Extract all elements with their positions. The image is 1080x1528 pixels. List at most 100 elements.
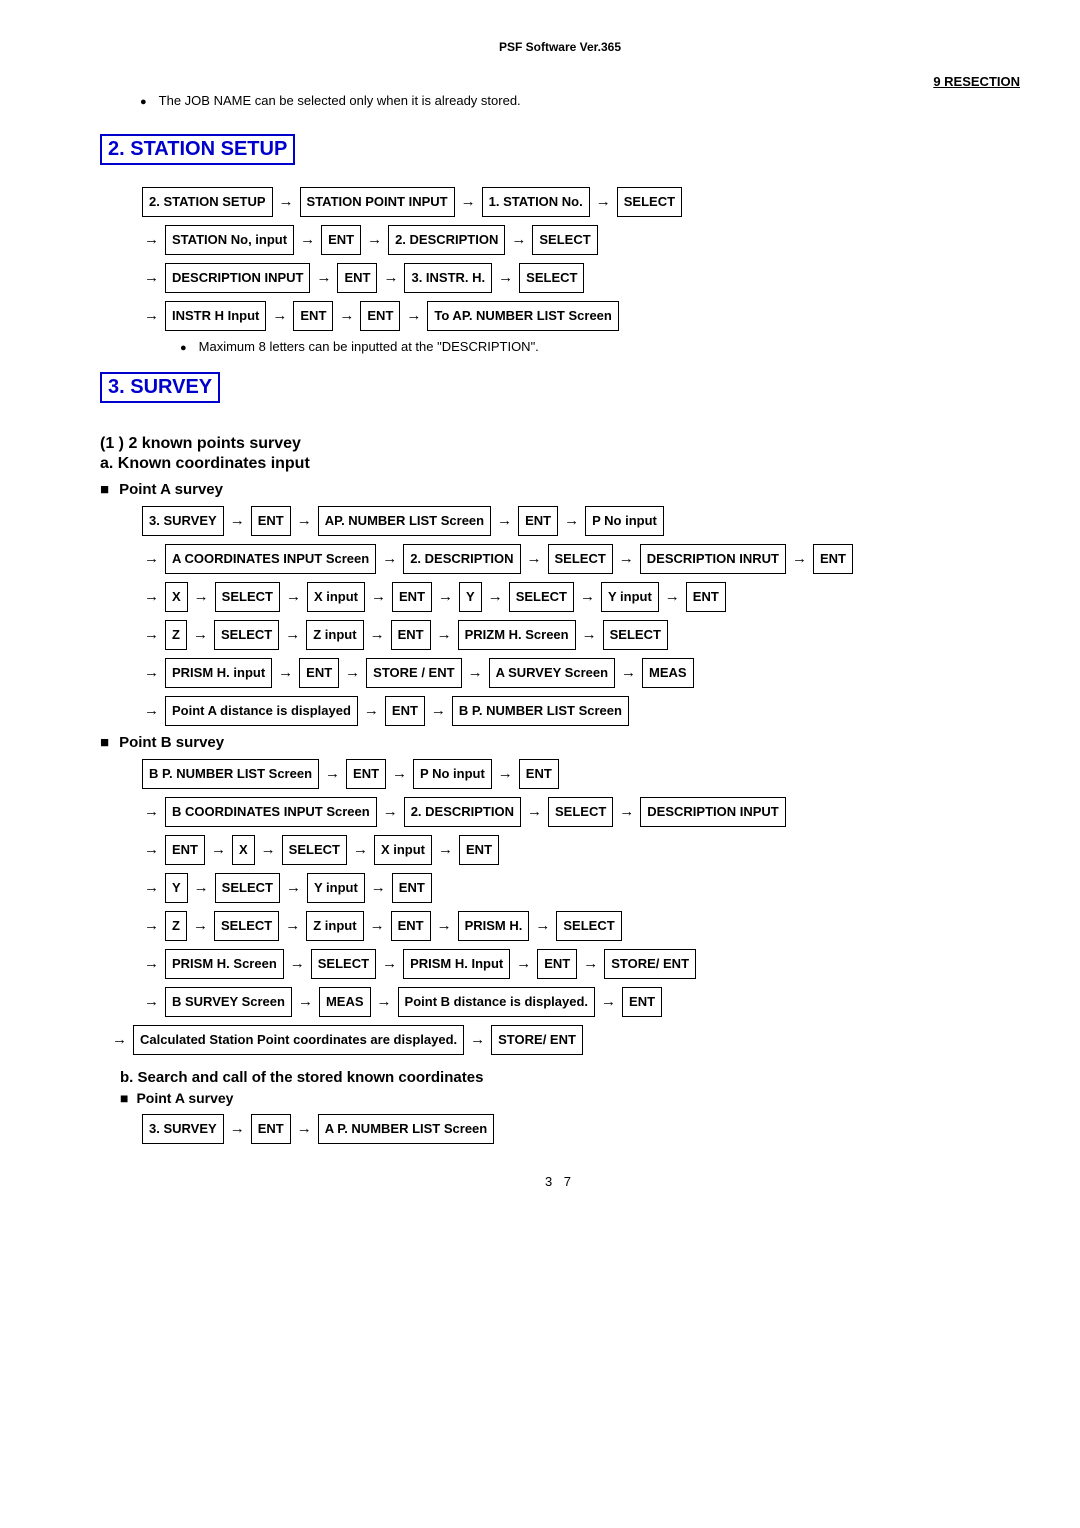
arrow-icon: → — [601, 993, 616, 1010]
arrow-icon: → — [300, 231, 315, 248]
step-box: DESCRIPTION INRUT — [640, 544, 786, 574]
step-box: X input — [374, 835, 432, 865]
step-box: STORE/ ENT — [491, 1025, 583, 1055]
step-box: 2. DESCRIPTION — [404, 797, 521, 827]
arrow-icon: → — [382, 550, 397, 567]
arrow-icon: → — [230, 512, 245, 529]
arrow-icon: → — [316, 269, 331, 286]
step-box: SELECT — [548, 544, 613, 574]
step-box: SELECT — [519, 263, 584, 293]
arrow-icon: → — [370, 626, 385, 643]
arrow-icon: → — [353, 841, 368, 858]
step-box: 2. DESCRIPTION — [403, 544, 520, 574]
arrow-icon: → — [511, 231, 526, 248]
sub-heading-b: b. Search and call of the stored known c… — [120, 1069, 1020, 1086]
step-box: ENT — [391, 620, 431, 650]
point-b-heading: Point B survey — [100, 734, 1020, 751]
step-box: PRISM H. Screen — [165, 949, 284, 979]
arrow-icon: → — [535, 917, 550, 934]
step-box: PRISM H. Input — [403, 949, 510, 979]
arrow-icon: → — [382, 955, 397, 972]
step-box: SELECT — [603, 620, 668, 650]
intro-text: The JOB NAME can be selected only when i… — [140, 93, 1020, 108]
step-box: Z input — [306, 911, 363, 941]
arrow-icon: → — [144, 269, 159, 286]
step-box: Z — [165, 911, 187, 941]
arrow-icon: → — [144, 879, 159, 896]
arrow-icon: → — [339, 307, 354, 324]
sub-heading-a: a. Known coordinates input — [100, 455, 1020, 473]
arrow-icon: → — [371, 879, 386, 896]
arrow-icon: → — [431, 702, 446, 719]
flow-line: →A COORDINATES INPUT Screen→2. DESCRIPTI… — [140, 544, 1020, 574]
step-box: 2. STATION SETUP — [142, 187, 273, 217]
step-box: AP. NUMBER LIST Screen — [318, 506, 491, 536]
section-2-title: 2. STATION SETUP — [100, 134, 295, 165]
arrow-icon: → — [383, 269, 398, 286]
flow-line: →Calculated Station Point coordinates ar… — [108, 1025, 1020, 1055]
arrow-icon: → — [345, 664, 360, 681]
section-ref: 9 RESECTION — [100, 74, 1020, 89]
step-box: PRISM H. — [458, 911, 530, 941]
flow-line: 3. SURVEY→ENT→A P. NUMBER LIST Screen — [140, 1114, 1020, 1144]
step-box: Y input — [307, 873, 365, 903]
b-point-a-heading: Point A survey — [120, 1090, 1020, 1106]
step-box: 3. SURVEY — [142, 1114, 224, 1144]
arrow-icon: → — [488, 588, 503, 605]
arrow-icon: → — [290, 955, 305, 972]
arrow-icon: → — [285, 626, 300, 643]
arrow-icon: → — [272, 307, 287, 324]
step-box: 3. INSTR. H. — [404, 263, 492, 293]
arrow-icon: → — [392, 765, 407, 782]
step-box: SELECT — [215, 873, 280, 903]
flow-line: →Z→SELECT→Z input→ENT→PRISM H.→SELECT — [140, 911, 1020, 941]
step-box: 2. DESCRIPTION — [388, 225, 505, 255]
step-box: ENT — [537, 949, 577, 979]
flow-line: →PRISM H. input→ENT→STORE / ENT→A SURVEY… — [140, 658, 1020, 688]
step-box: SELECT — [532, 225, 597, 255]
step-box: ENT — [518, 506, 558, 536]
step-box: Z input — [306, 620, 363, 650]
step-box: STORE/ ENT — [604, 949, 696, 979]
arrow-icon: → — [144, 955, 159, 972]
step-box: SELECT — [214, 620, 279, 650]
arrow-icon: → — [370, 917, 385, 934]
arrow-icon: → — [792, 550, 807, 567]
arrow-icon: → — [580, 588, 595, 605]
arrow-icon: → — [596, 193, 611, 210]
arrow-icon: → — [437, 917, 452, 934]
step-box: PRISM H. input — [165, 658, 272, 688]
step-box: Y — [165, 873, 188, 903]
step-box: SELECT — [617, 187, 682, 217]
step-box: ENT — [385, 696, 425, 726]
flow-line: →Point A distance is displayed→ENT→B P. … — [140, 696, 1020, 726]
arrow-icon: → — [194, 588, 209, 605]
arrow-icon: → — [285, 917, 300, 934]
arrow-icon: → — [468, 664, 483, 681]
step-box: INSTR H Input — [165, 301, 266, 331]
step-box: Point B distance is displayed. — [398, 987, 596, 1017]
step-box: Point A distance is displayed — [165, 696, 358, 726]
step-box: To AP. NUMBER LIST Screen — [427, 301, 618, 331]
arrow-icon: → — [582, 626, 597, 643]
arrow-icon: → — [297, 1120, 312, 1137]
step-box: ENT — [622, 987, 662, 1017]
arrow-icon: → — [144, 664, 159, 681]
step-box: SELECT — [556, 911, 621, 941]
arrow-icon: → — [367, 231, 382, 248]
step-box: X — [165, 582, 188, 612]
arrow-icon: → — [144, 841, 159, 858]
step-box: STATION No, input — [165, 225, 294, 255]
step-box: A P. NUMBER LIST Screen — [318, 1114, 495, 1144]
flow-line: →STATION No, input→ENT→2. DESCRIPTION→SE… — [140, 225, 1020, 255]
flow-line: B P. NUMBER LIST Screen→ENT→P No input→E… — [140, 759, 1020, 789]
flow-line: →PRISM H. Screen→SELECT→PRISM H. Input→E… — [140, 949, 1020, 979]
arrow-icon: → — [193, 917, 208, 934]
step-box: ENT — [293, 301, 333, 331]
arrow-icon: → — [211, 841, 226, 858]
step-box: DESCRIPTION INPUT — [165, 263, 310, 293]
arrow-icon: → — [516, 955, 531, 972]
section-3-title: 3. SURVEY — [100, 372, 220, 403]
step-box: SELECT — [548, 797, 613, 827]
step-box: Calculated Station Point coordinates are… — [133, 1025, 464, 1055]
